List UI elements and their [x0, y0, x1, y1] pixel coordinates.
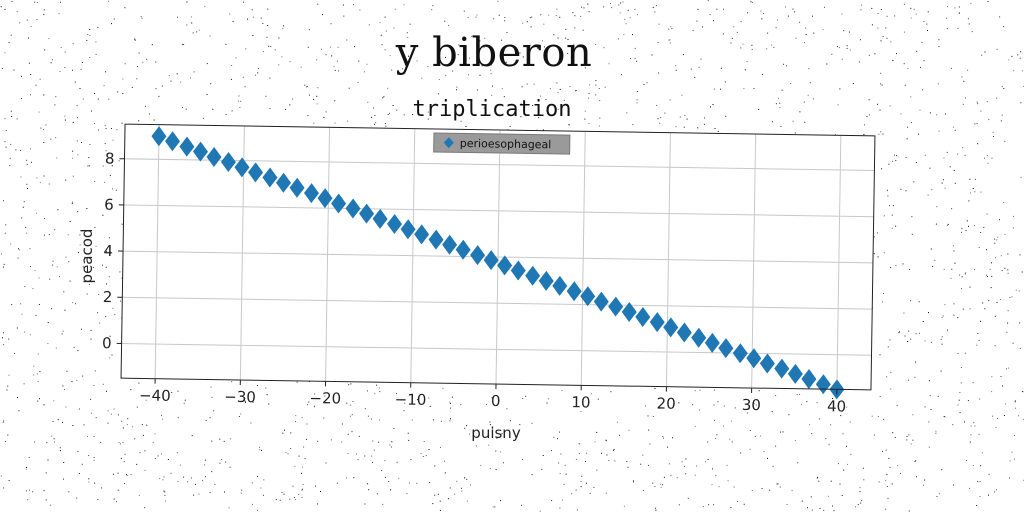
y-grid-line — [123, 204, 874, 218]
data-point — [248, 162, 264, 183]
y-grid-line — [122, 296, 873, 310]
x-tick-label: 20 — [656, 395, 675, 413]
x-axis-ticks: −40 −30 −20 −10 0 10 20 30 40 — [139, 378, 846, 416]
data-point — [276, 172, 292, 193]
data-point — [552, 275, 568, 296]
data-point — [691, 327, 707, 348]
data-point — [787, 363, 803, 384]
x-tick-label: 40 — [827, 397, 846, 415]
data-point — [345, 198, 361, 219]
data-point — [303, 183, 319, 204]
data-point — [442, 234, 458, 255]
x-tick-label: −40 — [139, 386, 171, 404]
data-point — [676, 322, 692, 343]
data-point — [497, 255, 513, 276]
data-point — [718, 338, 734, 359]
y-tick-label: 2 — [103, 288, 113, 306]
data-point — [455, 239, 471, 260]
legend-label: perioesophageal — [460, 137, 552, 151]
data-point — [470, 245, 486, 266]
grid-lines — [121, 124, 875, 390]
x-axis-label: puisny — [471, 424, 521, 442]
data-point — [206, 146, 222, 167]
data-point — [525, 265, 541, 286]
data-point — [732, 343, 748, 364]
data-point — [649, 312, 665, 333]
data-point — [262, 167, 278, 188]
y-tick-label: 4 — [103, 242, 113, 260]
legend: perioesophageal — [433, 132, 571, 155]
data-point — [483, 250, 499, 271]
data-point — [220, 152, 236, 173]
y-grid-line — [124, 158, 875, 172]
x-tick-label: −30 — [224, 388, 256, 406]
data-point — [663, 317, 679, 338]
data-point — [746, 348, 762, 369]
figure-suptitle: y biberon — [395, 30, 593, 76]
data-point — [428, 229, 444, 250]
data-point — [179, 136, 195, 157]
data-point — [621, 301, 637, 322]
data-point — [317, 188, 333, 209]
data-point — [566, 281, 582, 302]
data-point — [704, 332, 720, 353]
data-point — [774, 358, 790, 379]
data-point — [510, 260, 526, 281]
data-point — [759, 353, 775, 374]
data-point — [635, 307, 651, 328]
data-point — [801, 368, 817, 389]
y-axis-label: peacod — [78, 229, 96, 284]
data-point — [400, 219, 416, 240]
data-point — [538, 270, 554, 291]
data-points — [151, 126, 845, 400]
data-point — [608, 296, 624, 317]
data-point — [372, 208, 388, 229]
x-tick-label: −20 — [309, 389, 341, 407]
data-point — [289, 177, 305, 198]
y-grid-line — [123, 250, 873, 264]
legend-marker — [443, 137, 454, 149]
y-tick-label: 6 — [104, 196, 114, 214]
y-axis-ticks: 0 2 4 6 8 — [102, 149, 125, 352]
data-point — [151, 126, 167, 147]
y-tick-label: 8 — [105, 149, 115, 167]
data-point — [593, 291, 609, 312]
data-point — [387, 213, 403, 234]
data-point — [192, 141, 208, 162]
data-point — [165, 131, 181, 152]
x-tick-label: 10 — [571, 393, 590, 411]
x-tick-label: 30 — [742, 396, 761, 414]
chart-title: triplication — [413, 97, 572, 122]
x-tick-label: 0 — [491, 392, 501, 410]
data-point — [359, 203, 375, 224]
data-point — [331, 193, 347, 214]
legend-box — [433, 132, 571, 155]
data-point — [234, 157, 250, 178]
y-tick-label: 0 — [102, 334, 112, 352]
data-point — [414, 224, 430, 245]
x-tick-label: −10 — [395, 390, 427, 408]
data-point — [580, 286, 596, 307]
